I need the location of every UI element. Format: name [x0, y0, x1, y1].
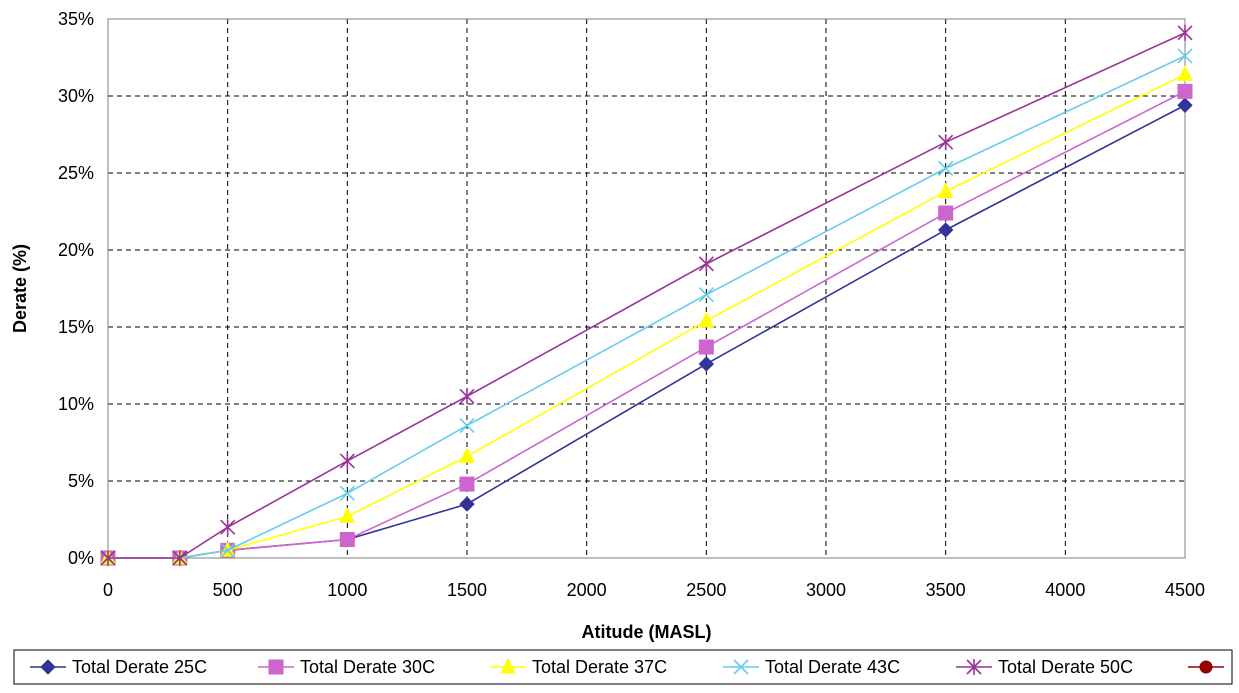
x-tick-label: 4000: [1045, 580, 1085, 600]
x-tick-label: 0: [103, 580, 113, 600]
legend-item-3: Total Derate 37C: [490, 657, 667, 677]
data-point: [937, 222, 954, 238]
data-point: [966, 659, 982, 675]
data-point: [1177, 48, 1193, 64]
legend-item-6: [1188, 660, 1224, 674]
x-tick-label: 2500: [686, 580, 726, 600]
data-point: [339, 507, 356, 523]
data-point: [459, 447, 475, 463]
data-point: [172, 550, 188, 566]
y-tick-label: 20%: [58, 240, 94, 260]
data-point: [459, 388, 475, 405]
y-axis-title: Derate (%): [10, 244, 30, 333]
data-point: [1177, 83, 1193, 99]
data-point: [733, 659, 749, 675]
x-axis-title: Atitude (MASL): [582, 622, 712, 642]
x-tick-label: 4500: [1165, 580, 1205, 600]
y-axis-ticks: 0% 5% 10% 15% 20% 25% 30% 35%: [58, 9, 94, 568]
x-tick-label: 3500: [926, 580, 966, 600]
data-point: [40, 659, 56, 675]
y-tick-label: 5%: [68, 471, 94, 491]
data-point: [698, 287, 714, 303]
x-axis-ticks: 0 500 1000 1500 2000 2500 3000 3500 4000 4500: [103, 580, 1205, 600]
series-line: [108, 90, 1186, 559]
x-tick-label: 500: [213, 580, 243, 600]
y-tick-label: 10%: [58, 394, 94, 414]
x-tick-label: 3000: [806, 580, 846, 600]
series-5: [100, 24, 1193, 566]
data-point: [268, 659, 284, 675]
data-point: [459, 417, 475, 434]
series-line: [108, 73, 1186, 559]
data-point: [339, 485, 355, 501]
legend-label: Total Derate 50C: [998, 657, 1133, 677]
data-point: [1177, 24, 1193, 41]
plot-area: [107, 18, 1186, 559]
data-point: [220, 542, 236, 558]
data-point: [100, 550, 116, 566]
y-tick-label: 30%: [58, 86, 94, 106]
data-point: [938, 160, 954, 176]
data-point: [1199, 660, 1213, 674]
series-group: [100, 24, 1193, 566]
legend-label: Total Derate 25C: [72, 657, 207, 677]
y-tick-label: 15%: [58, 317, 94, 337]
data-point: [937, 182, 954, 198]
legend: Total Derate 25C Total Derate 30C Total De…: [13, 649, 1233, 685]
series-line: [108, 32, 1186, 559]
legend-item-4: Total Derate 43C: [723, 657, 900, 677]
legend-label: Total Derate 30C: [300, 657, 435, 677]
legend-item-2: Total Derate 30C: [258, 657, 435, 677]
data-point: [459, 476, 475, 492]
x-tick-label: 1000: [327, 580, 367, 600]
series-4: [100, 48, 1193, 566]
data-point: [459, 496, 475, 512]
series-2: [100, 83, 1193, 566]
data-point: [1177, 65, 1193, 81]
data-point: [698, 356, 715, 372]
legend-box: [13, 649, 1233, 685]
x-tick-label: 2000: [567, 580, 607, 600]
x-tick-label: 1500: [447, 580, 487, 600]
data-point: [220, 519, 236, 536]
series-1: [100, 97, 1193, 566]
data-point: [698, 255, 714, 272]
data-point: [698, 311, 715, 328]
series-line: [108, 55, 1186, 559]
y-tick-label: 25%: [58, 163, 94, 183]
data-point: [698, 339, 714, 355]
y-tick-label: 35%: [58, 9, 94, 29]
y-tick-label: 0%: [68, 548, 94, 568]
legend-item-5: Total Derate 50C: [956, 657, 1133, 677]
legend-item-1: Total Derate 25C: [30, 657, 207, 677]
data-point: [500, 657, 516, 674]
data-point: [1177, 97, 1193, 113]
grid-lines: [108, 18, 1186, 558]
data-point: [339, 532, 355, 548]
data-point: [339, 452, 355, 469]
data-point: [938, 205, 954, 221]
legend-label: Total Derate 37C: [532, 657, 667, 677]
series-3: [100, 65, 1193, 565]
legend-label: Total Derate 43C: [765, 657, 900, 677]
data-point: [938, 134, 954, 151]
